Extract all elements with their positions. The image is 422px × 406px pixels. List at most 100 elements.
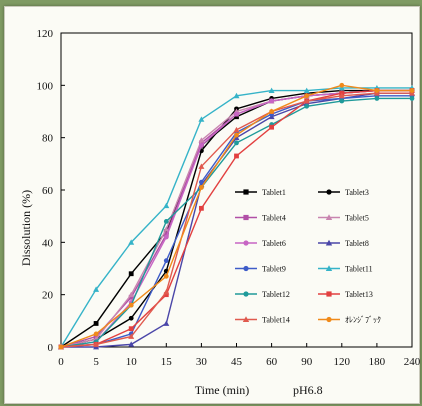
data-point: [128, 294, 134, 300]
x-tick-label: 90: [301, 356, 313, 368]
data-point: [163, 202, 170, 209]
data-point: [163, 234, 169, 240]
data-point: [198, 163, 205, 169]
legend-swatch-marker: [325, 239, 333, 246]
legend-item: Tablet9: [235, 265, 286, 274]
legend-label: Tablet5: [345, 214, 369, 223]
x-tick-label: 15: [161, 356, 173, 368]
data-point: [128, 291, 135, 298]
data-point: [304, 93, 310, 99]
legend-item: Tablet3: [318, 188, 369, 197]
data-point: [128, 239, 135, 245]
legend-item: Tablet6: [235, 239, 286, 248]
x-tick-label: 5: [93, 356, 99, 368]
data-point: [303, 87, 310, 93]
data-point: [199, 184, 204, 190]
legend-label: Tablet13: [345, 290, 373, 299]
axes: 0 20 40 60 80 100 120 0 5 10 15 30 45 60 90 120 180 240: [37, 28, 421, 368]
data-point: [234, 111, 239, 117]
legend-label: ｵﾚﾝｼﾞﾌﾞｯｸ: [345, 316, 381, 325]
data-point: [93, 321, 99, 326]
legend: Tablet1 Tablet3 Tablet4 Tablet5 Tablet6 Table…: [235, 188, 381, 325]
data-point: [198, 116, 205, 122]
data-point: [163, 226, 170, 232]
data-point: [128, 315, 134, 321]
y-tick-label: 20: [42, 290, 54, 302]
data-point: [93, 331, 99, 337]
x-axis-label: Time (min): [195, 383, 250, 397]
data-point: [199, 140, 204, 146]
data-point: [269, 124, 274, 130]
data-point: [163, 292, 169, 298]
data-point: [163, 320, 170, 326]
y-tick-label: 40: [42, 237, 54, 249]
x-axis-suffix-label: pH6.8: [293, 383, 323, 397]
chart-panel: [4, 6, 420, 404]
y-tick-label: 0: [48, 342, 54, 354]
legend-swatch-marker: [326, 316, 332, 323]
data-point: [128, 271, 134, 277]
x-tick-label: 240: [404, 356, 421, 368]
x-tick-label: 45: [231, 356, 243, 368]
y-tick-label: 120: [37, 28, 54, 40]
legend-swatch-marker: [326, 189, 332, 195]
data-point: [339, 82, 345, 88]
y-tick-label: 80: [42, 133, 54, 145]
data-point: [199, 143, 204, 148]
legend-swatch-marker: [242, 316, 250, 323]
legend-item: Tablet13: [318, 290, 373, 299]
data-point: [234, 114, 239, 120]
data-point: [269, 109, 274, 114]
legend-label: Tablet11: [345, 265, 373, 274]
x-tick-label: 0: [58, 356, 64, 368]
data-point: [303, 98, 310, 104]
x-tick-label: 180: [369, 356, 386, 368]
legend-swatch-marker: [243, 214, 249, 221]
series-group: [58, 82, 415, 350]
data-point: [128, 326, 134, 332]
legend-swatch-marker: [325, 214, 333, 221]
legend-item: Tablet11: [318, 265, 373, 274]
legend-label: Tablet3: [345, 188, 369, 197]
data-point: [268, 87, 275, 93]
data-point: [339, 98, 345, 104]
data-point: [128, 302, 134, 308]
data-point: [93, 286, 100, 292]
legend-item: Tablet1: [235, 188, 286, 197]
x-tick-label: 10: [126, 356, 138, 368]
data-point: [163, 219, 169, 224]
data-point: [163, 273, 169, 279]
x-tick-label: 60: [266, 356, 278, 368]
data-point: [128, 333, 135, 339]
data-point: [304, 103, 310, 109]
series-lines: [58, 82, 415, 350]
legend-label: Tablet12: [262, 290, 290, 299]
legend-label: Tablet6: [262, 239, 286, 248]
data-point: [58, 344, 64, 350]
legend-item: Tablet4: [235, 214, 286, 223]
data-point: [233, 126, 240, 133]
legend-swatch-marker: [243, 265, 249, 272]
legend-swatch-marker: [326, 291, 332, 297]
legend-swatch-marker: [243, 189, 249, 195]
y-axis-label: Dissolution (%): [19, 190, 33, 266]
data-point: [93, 341, 100, 347]
legend-swatch-marker: [243, 291, 249, 297]
data-point: [163, 232, 169, 237]
data-point: [234, 140, 239, 146]
legend-item: Tablet8: [318, 239, 369, 248]
data-point: [163, 289, 170, 295]
legend-item: Tablet12: [235, 290, 290, 299]
legend-label: Tablet4: [262, 214, 286, 223]
legend-swatch-marker: [325, 265, 333, 272]
data-point: [409, 88, 415, 93]
data-point: [234, 153, 239, 159]
data-point: [374, 88, 380, 93]
y-tick-label: 60: [42, 185, 54, 197]
data-point: [198, 137, 205, 143]
data-point: [128, 341, 135, 347]
legend-swatch-marker: [243, 240, 249, 246]
data-point: [409, 96, 415, 101]
legend-label: Tablet14: [262, 316, 290, 325]
